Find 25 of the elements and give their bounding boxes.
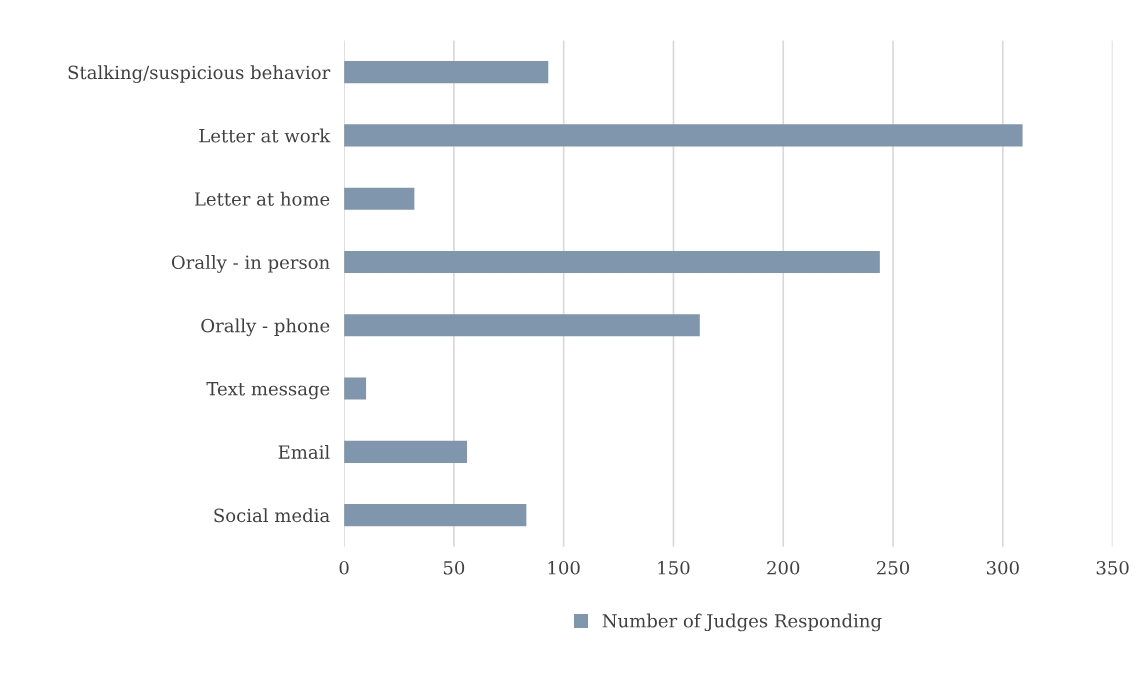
x-tick-label: 0 (339, 560, 349, 575)
y-tick-label: Letter at home (194, 191, 330, 206)
y-tick-label: Text message (206, 382, 330, 400)
bar (344, 504, 527, 527)
x-tick-label: 350 (1096, 560, 1129, 575)
x-tick-label: 300 (986, 560, 1019, 575)
x-tick-label: 150 (658, 560, 690, 575)
bar (344, 187, 415, 210)
legend-label: Number of Judges Responding (602, 613, 882, 632)
bar (344, 124, 1023, 147)
bar (344, 314, 700, 337)
x-tick-label: 250 (877, 560, 910, 575)
bar (344, 250, 880, 274)
y-tick-label: Orally - in person (171, 255, 330, 273)
y-tick-label: Letter at work (199, 128, 331, 143)
bar (344, 61, 549, 84)
y-tick-label: Stalking/suspicious behavior (68, 65, 331, 84)
x-tick-label: 50 (443, 560, 465, 575)
x-tick-label: 200 (767, 560, 800, 575)
y-tick-label: Email (278, 444, 330, 459)
bar (344, 440, 468, 463)
x-tick-label: 100 (548, 560, 580, 575)
bar (344, 377, 367, 400)
y-tick-label: Social media (214, 508, 330, 523)
y-tick-label: Orally - phone (201, 318, 330, 337)
